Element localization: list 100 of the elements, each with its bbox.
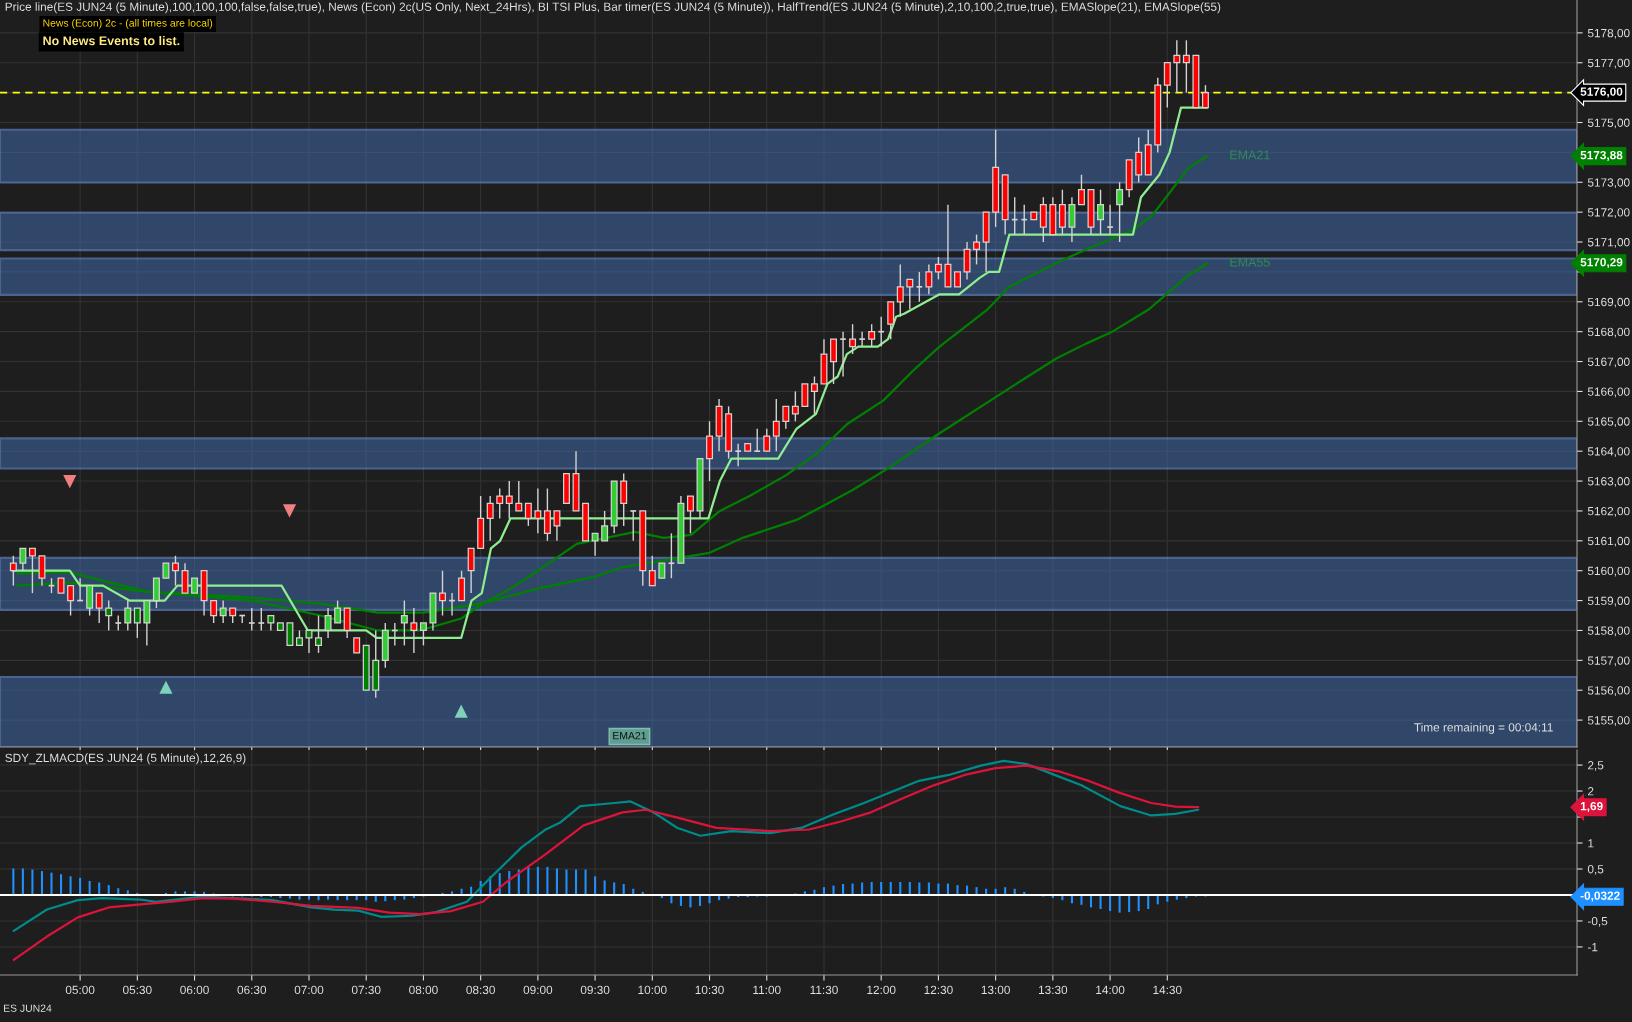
candlestick [324, 607, 332, 639]
candlestick [849, 323, 857, 355]
y-tick-label: 5175,00 [1587, 118, 1630, 129]
candlestick [515, 480, 523, 512]
text: 5173,88 [1580, 150, 1623, 161]
candlestick [763, 428, 771, 452]
candlestick [1039, 196, 1047, 243]
y-tick-label: 5178,00 [1587, 28, 1630, 39]
candlestick [753, 428, 761, 453]
bar [40, 871, 44, 895]
annotation: No News Events to list. [43, 36, 180, 46]
candlestick [887, 301, 895, 340]
candlestick [944, 203, 952, 288]
candlestick [591, 532, 599, 557]
x-tick-label: 11:00 [753, 985, 781, 995]
x-tick-label: 10:30 [695, 985, 724, 995]
candlestick [305, 629, 313, 654]
candlestick [877, 316, 885, 348]
y-tick-label: 2 [1588, 787, 1594, 796]
bar [69, 876, 72, 895]
text: 1,69 [1580, 801, 1603, 813]
candlestick [629, 510, 637, 542]
candlestick [553, 510, 561, 542]
bar [584, 869, 587, 895]
candlestick [38, 555, 46, 587]
y-tick-label: 5169,00 [1587, 297, 1630, 308]
candlestick [496, 487, 504, 520]
candlestick [171, 555, 179, 587]
bar [12, 868, 15, 895]
candlestick [486, 495, 494, 542]
candlestick [925, 263, 933, 296]
candlestick [706, 420, 714, 482]
bar [21, 868, 24, 895]
bar [31, 869, 34, 895]
candlestick [801, 383, 809, 407]
x-tick-label: 07:30 [351, 985, 381, 995]
y-tick-label: 5165,00 [1587, 417, 1630, 428]
y-tick-label: 5159,00 [1587, 596, 1630, 607]
candlestick [95, 592, 103, 624]
candlestick [1135, 136, 1143, 183]
y-tick-label: -0,5 [1587, 916, 1608, 927]
bar [689, 894, 692, 908]
y-tick-label: 5164,00 [1587, 447, 1630, 457]
bar [536, 866, 539, 895]
candlestick [543, 487, 551, 542]
y-tick-label: 5160,00 [1587, 566, 1630, 577]
candlestick [534, 487, 542, 535]
candlestick [458, 570, 466, 602]
y-tick-label: 5161,00 [1587, 536, 1630, 547]
candlestick [1097, 189, 1105, 236]
y-tick-label: 5172,00 [1587, 208, 1630, 218]
candlestick [257, 607, 265, 632]
candlestick [1201, 84, 1209, 109]
y-tick-label: 5167,00 [1587, 357, 1630, 368]
candlestick [791, 390, 799, 423]
y-tick-label: -1 [1587, 943, 1598, 952]
annotation: EMA21 [613, 731, 646, 740]
candlestick [686, 495, 694, 535]
x-tick-label: 13:00 [981, 985, 1010, 995]
candlestick [667, 532, 676, 579]
chart-title: Price line(ES JUN24 (5 Minute),100,100,100,false,false,true), News (Econ) 2c(US Only, Next_24Hrs), BI TSI Plus, Bar timer(ES JUN24 (5 Minute)), HalfTrend(ES JUN24 (5 Minute),2,10,100,2,true,true), EMASlope(21), EMASlope(55) [5, 2, 1221, 14]
y-tick-label: 5156,00 [1587, 686, 1630, 697]
candlestick [906, 278, 914, 310]
x-tick-label: 07:00 [294, 985, 324, 995]
y-tick-label: 5173,00 [1587, 178, 1630, 189]
y-tick-label: 1 [1588, 839, 1594, 848]
bar [565, 869, 568, 895]
candlestick [219, 599, 227, 624]
y-tick-label: 5163,00 [1587, 477, 1630, 487]
candlestick [343, 607, 351, 639]
candlestick [782, 405, 790, 430]
x-tick-label: 11:30 [810, 985, 838, 995]
candlestick [133, 607, 141, 639]
x-tick-label: 06:30 [237, 985, 267, 995]
chart-title: SDY_ZLMACD(ES JUN24 (5 Minute),12,26,9) [5, 753, 246, 765]
candlestick [19, 547, 27, 572]
x-tick-label: 09:30 [580, 985, 610, 995]
candlestick [858, 330, 866, 348]
line-series [12, 764, 1200, 962]
bar [88, 880, 91, 895]
y-tick-label: 2,5 [1588, 761, 1604, 771]
x-tick-label: 12:00 [867, 985, 896, 995]
bar [1099, 894, 1102, 910]
candlestick [601, 510, 609, 542]
x-tick-label: 14:30 [1153, 985, 1182, 995]
candlestick [248, 607, 256, 632]
bar [1147, 894, 1150, 910]
candlestick [286, 622, 294, 647]
candlestick [467, 547, 475, 594]
y-tick-label: 5155,00 [1587, 716, 1630, 726]
candlestick [334, 599, 342, 624]
candlestick [1106, 203, 1114, 236]
y-tick-label: 5157,00 [1587, 656, 1630, 667]
candlestick [143, 599, 151, 647]
annotation: News (Econ) 2c - (all times are local) [43, 19, 213, 29]
candlestick [734, 443, 742, 467]
x-tick-label: 12:30 [924, 985, 953, 995]
candlestick [648, 555, 656, 587]
y-tick-label: 5158,00 [1587, 626, 1630, 637]
bar [574, 869, 578, 895]
